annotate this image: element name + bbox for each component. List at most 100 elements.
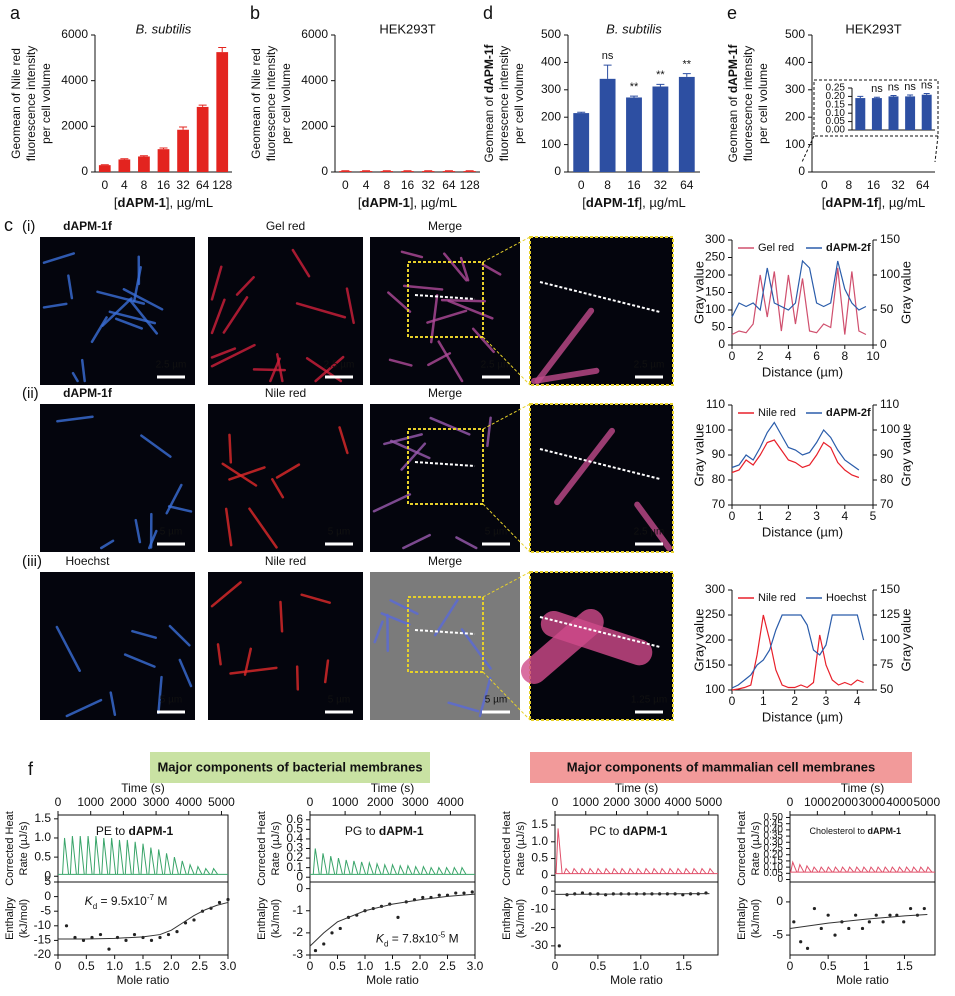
scale-bar-label: 5 µm bbox=[160, 695, 182, 706]
y-tick-label: 110 bbox=[880, 397, 899, 411]
y-tick-label: 100 bbox=[880, 422, 900, 436]
y-tick-label: 0 bbox=[296, 881, 303, 895]
axis-label: (kJ/mol) bbox=[515, 899, 527, 938]
annotation: PE to dAPM-1 bbox=[96, 824, 174, 838]
injection-peak bbox=[919, 867, 925, 872]
series-line bbox=[732, 615, 864, 688]
section-header: Major components of mammalian cell membr… bbox=[567, 759, 875, 774]
axis-label: (kJ/mol) bbox=[270, 899, 282, 938]
significance: ns bbox=[904, 81, 916, 93]
row-label: (ii) bbox=[22, 385, 39, 402]
panel-letter: b bbox=[250, 3, 260, 23]
axis-label: fluorescence intensity bbox=[497, 46, 511, 161]
injection-peak bbox=[172, 857, 178, 874]
injection-peak bbox=[117, 840, 123, 874]
injection-peak bbox=[684, 869, 690, 874]
x-axis-label: Mole ratio bbox=[117, 973, 170, 987]
injection-peak bbox=[375, 864, 381, 875]
y-tick-label: -10 bbox=[531, 902, 549, 916]
axis-label: Corrected Heat bbox=[736, 811, 748, 886]
y-tick-label: 250 bbox=[705, 250, 725, 264]
injection-peak bbox=[812, 867, 818, 872]
x-tick-label: 1 bbox=[757, 509, 764, 523]
injection-peak bbox=[819, 867, 825, 872]
axis-label: Enthalpy bbox=[4, 897, 16, 940]
x-tick-label: 0 bbox=[552, 795, 559, 809]
error-bar bbox=[683, 74, 691, 77]
scale-bar-label: 2.5 µm bbox=[481, 360, 512, 371]
y-tick-label: 100 bbox=[705, 682, 725, 696]
x-tick-label: 3 bbox=[823, 694, 830, 708]
x-tick-label: 1.5 bbox=[135, 959, 152, 973]
y-tick-label: 0 bbox=[541, 883, 548, 897]
x-tick-label: 2 bbox=[791, 694, 798, 708]
error-bar bbox=[907, 95, 913, 96]
x-tick-label: 64 bbox=[442, 178, 456, 192]
data-point bbox=[813, 907, 816, 910]
injection-peak bbox=[644, 869, 650, 874]
x-tick-label: 10 bbox=[866, 349, 880, 363]
error-bar bbox=[924, 94, 930, 95]
injection-peak bbox=[321, 853, 327, 874]
chart-title: B. subtilis bbox=[136, 21, 192, 36]
injection-peak bbox=[826, 867, 832, 872]
injection-peak bbox=[125, 840, 131, 874]
image-title: Nile red bbox=[265, 386, 306, 400]
x-tick-label: 32 bbox=[654, 178, 668, 192]
x-tick-label: 5 bbox=[870, 509, 877, 523]
data-point bbox=[421, 896, 424, 899]
text-segment: dAPM-1f bbox=[586, 195, 639, 210]
injection-peak bbox=[437, 868, 443, 875]
x-tick-label: 16 bbox=[867, 178, 881, 192]
y-tick-label: 200 bbox=[785, 109, 805, 123]
y2-axis-label: Gray value bbox=[898, 424, 913, 487]
injection-peak bbox=[212, 869, 218, 875]
error-bar bbox=[218, 48, 226, 53]
injection-peak bbox=[421, 867, 427, 875]
injection-peak bbox=[855, 867, 861, 872]
legend-label: dAPM-2f bbox=[826, 242, 871, 254]
y-tick-label: 90 bbox=[880, 447, 894, 461]
bar bbox=[216, 52, 228, 172]
error-bar bbox=[656, 84, 664, 86]
x-tick-label: 0 bbox=[55, 795, 62, 809]
injection-peak bbox=[897, 867, 903, 872]
injection-peak bbox=[188, 865, 194, 875]
x-axis-label: [dAPM-1], µg/mL bbox=[358, 195, 457, 210]
injection-peak bbox=[180, 861, 186, 874]
x-tick-label: 0 bbox=[787, 795, 794, 809]
injection-peak bbox=[383, 865, 389, 875]
data-point bbox=[226, 898, 229, 901]
text-segment: dAPM-1 bbox=[379, 824, 424, 838]
axis-label: per cell volume bbox=[39, 63, 53, 144]
text-segment: ], µg/mL bbox=[639, 195, 686, 210]
row-label: (iii) bbox=[22, 553, 42, 570]
fit-curve bbox=[790, 915, 927, 929]
y-tick-label: 0.25 bbox=[826, 83, 846, 94]
x-tick-label: 64 bbox=[680, 178, 694, 192]
bar bbox=[872, 98, 882, 130]
injection-peak bbox=[360, 862, 366, 874]
significance: ** bbox=[630, 81, 639, 93]
text-segment: PG to bbox=[345, 824, 379, 838]
injection-peak bbox=[596, 869, 602, 874]
axis bbox=[335, 35, 480, 172]
y-tick-label: 100 bbox=[705, 302, 725, 316]
y-tick-label: 80 bbox=[712, 472, 726, 486]
x-tick-label: 8 bbox=[846, 178, 853, 192]
data-point bbox=[820, 927, 823, 930]
y-tick-label: -10 bbox=[34, 918, 52, 932]
chart-title: HEK293T bbox=[379, 21, 435, 36]
injection-peak bbox=[63, 838, 69, 874]
zoom-lines bbox=[802, 136, 938, 162]
y-tick-label: -30 bbox=[531, 938, 549, 952]
axis-label: per cell volume bbox=[279, 63, 293, 144]
injection-peak bbox=[848, 867, 854, 872]
error-bar bbox=[140, 156, 148, 157]
x-tick-label: 8 bbox=[141, 178, 148, 192]
x-tick-label: 0 bbox=[729, 509, 736, 523]
y-tick-label: 100 bbox=[541, 137, 561, 151]
annotation: PC to dAPM-1 bbox=[589, 824, 667, 838]
y-tick-label: -15 bbox=[34, 933, 52, 947]
image-title: Merge bbox=[428, 386, 462, 400]
